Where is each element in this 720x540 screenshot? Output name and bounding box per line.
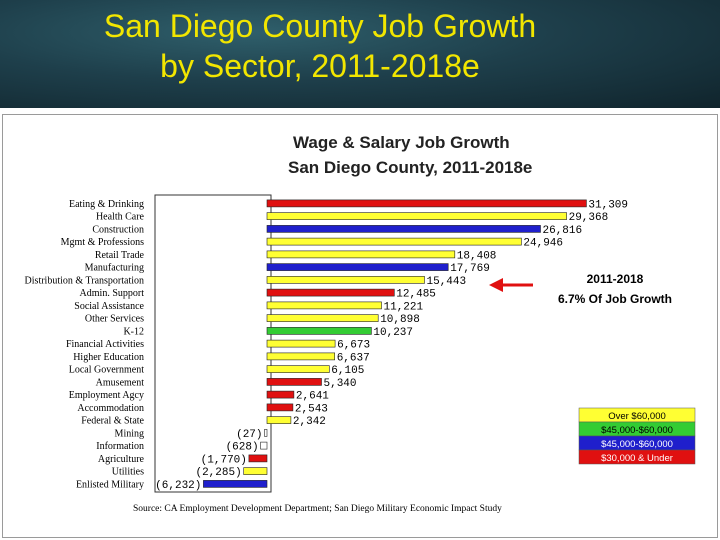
plot-area-left <box>154 194 272 493</box>
bar-16 <box>266 403 294 412</box>
category-label-10: K-12 <box>123 326 144 337</box>
slide-title-line2: by Sector, 2011-2018e <box>160 48 480 84</box>
value-label-22: (6,232) <box>155 480 201 492</box>
category-label-2: Construction <box>92 224 144 235</box>
bar-18 <box>264 429 268 437</box>
value-label-15: 2,641 <box>296 391 329 403</box>
category-label-16: Accommodation <box>77 403 144 414</box>
value-label-17: 2,342 <box>293 416 326 428</box>
bar-14 <box>266 378 322 386</box>
chart-title-line2: San Diego County, 2011-2018e <box>288 158 532 177</box>
category-label-17: Federal & State <box>81 416 144 427</box>
legend-swatch-3 <box>578 449 696 465</box>
value-label-8: 11,221 <box>384 301 424 313</box>
value-label-16: 2,543 <box>295 403 328 415</box>
bar-5 <box>266 263 449 271</box>
bar-11 <box>266 339 336 348</box>
job-growth-chart: Wage & Salary Job Growth San Diego Count… <box>25 133 696 514</box>
bar-12 <box>266 352 335 361</box>
bar-2 <box>266 225 541 233</box>
value-label-6: 15,443 <box>427 276 467 288</box>
value-label-19: (628) <box>226 442 259 454</box>
legend-label-3: $30,000 & Under <box>601 453 673 464</box>
category-label-20: Agriculture <box>98 454 145 465</box>
category-label-7: Admin. Support <box>80 288 145 299</box>
slide-title: San Diego County Job Growth by Sector, 2… <box>0 6 640 86</box>
callout-line1: 2011-2018 <box>587 272 644 286</box>
value-label-10: 10,237 <box>373 327 413 339</box>
value-label-14: 5,340 <box>324 378 357 390</box>
category-label-4: Retail Trade <box>95 250 145 261</box>
category-label-14: Amusement <box>96 377 145 388</box>
value-label-18: (27) <box>236 429 262 441</box>
bar-13 <box>266 365 330 373</box>
bar-17 <box>266 416 292 424</box>
bar-7 <box>266 288 395 297</box>
bar-8 <box>266 301 382 310</box>
value-label-2: 26,816 <box>543 225 583 237</box>
category-label-21: Utilities <box>112 467 144 478</box>
category-label-22: Enlisted Military <box>76 479 144 490</box>
slide-header: San Diego County Job Growth by Sector, 2… <box>0 0 720 108</box>
category-label-12: Higher Education <box>73 352 144 363</box>
value-label-5: 17,769 <box>450 263 490 275</box>
bar-4 <box>266 250 456 259</box>
value-label-21: (2,285) <box>195 467 241 479</box>
bar-20 <box>248 454 268 463</box>
value-label-20: (1,770) <box>201 454 247 466</box>
bar-10 <box>266 327 372 335</box>
bar-15 <box>266 390 295 399</box>
bar-0 <box>266 199 587 208</box>
value-label-3: 24,946 <box>523 238 563 250</box>
bar-19 <box>260 441 268 450</box>
source-note: Source: CA Employment Development Depart… <box>133 504 502 514</box>
category-label-3: Mgmt & Professions <box>61 237 144 248</box>
legend: Over $60,000 $45,000-$60,000 $45,000-$60… <box>578 407 696 465</box>
labels-layer: Eating & Drinking 31,309 Health Care 29,368… <box>25 199 628 492</box>
category-label-15: Employment Agcy <box>69 390 144 401</box>
category-label-5: Manufacturing <box>85 263 144 274</box>
callout-arrow-head <box>489 278 503 292</box>
value-label-11: 6,673 <box>337 340 370 352</box>
value-label-12: 6,637 <box>337 352 370 364</box>
category-label-6: Distribution & Transportation <box>25 275 144 286</box>
category-label-1: Health Care <box>96 212 145 223</box>
value-label-0: 31,309 <box>588 199 628 211</box>
legend-label-1: $45,000-$60,000 <box>601 425 673 436</box>
bar-6 <box>266 276 425 284</box>
chart-frame: Wage & Salary Job Growth San Diego Count… <box>2 114 718 538</box>
legend-label-0: Over $60,000 <box>608 411 666 422</box>
slide-title-line1: San Diego County Job Growth <box>103 8 537 44</box>
value-label-1: 29,368 <box>569 212 609 224</box>
bar-21 <box>243 467 268 475</box>
bar-1 <box>266 212 567 220</box>
bar-3 <box>266 237 522 246</box>
category-label-13: Local Government <box>69 365 144 376</box>
value-label-9: 10,898 <box>380 314 420 326</box>
category-label-11: Financial Activities <box>66 339 144 350</box>
category-label-9: Other Services <box>85 314 144 325</box>
category-label-8: Social Assistance <box>74 301 144 312</box>
bars-layer <box>203 199 587 488</box>
category-label-0: Eating & Drinking <box>69 199 144 210</box>
value-label-7: 12,485 <box>396 289 436 301</box>
legend-label-2: $45,000-$60,000 <box>601 439 673 450</box>
value-label-13: 6,105 <box>331 365 364 377</box>
value-label-4: 18,408 <box>457 250 497 262</box>
callout-line2: 6.7% Of Job Growth <box>558 292 672 306</box>
bar-22 <box>203 480 268 488</box>
category-label-18: Mining <box>115 428 144 439</box>
category-label-19: Information <box>96 441 144 452</box>
chart-title-line1: Wage & Salary Job Growth <box>293 133 510 152</box>
bar-9 <box>266 314 379 322</box>
